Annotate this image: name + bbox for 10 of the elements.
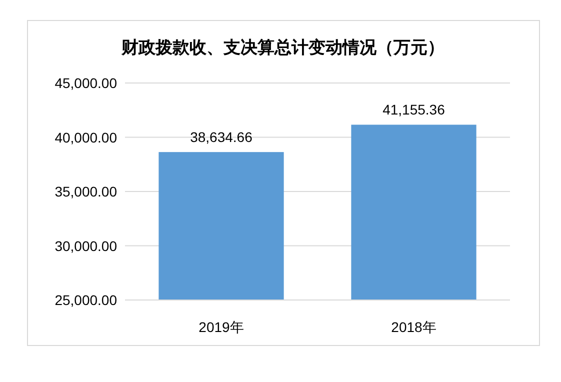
x-tick-label: 2018年 <box>391 319 436 335</box>
y-tick-label: 40,000.00 <box>54 129 118 146</box>
y-tick-label: 45,000.00 <box>54 75 118 91</box>
data-label: 41,155.36 <box>382 102 446 118</box>
data-label: 38,634.66 <box>190 129 253 146</box>
y-tick-label: 25,000.00 <box>54 292 118 308</box>
y-tick-label: 35,000.00 <box>54 184 118 200</box>
chart-title: 财政拨款收、支决算总计变动情况（万元） <box>120 38 444 57</box>
y-tick-label: 30,000.00 <box>54 238 118 254</box>
x-tick-label: 2019年 <box>198 319 244 335</box>
